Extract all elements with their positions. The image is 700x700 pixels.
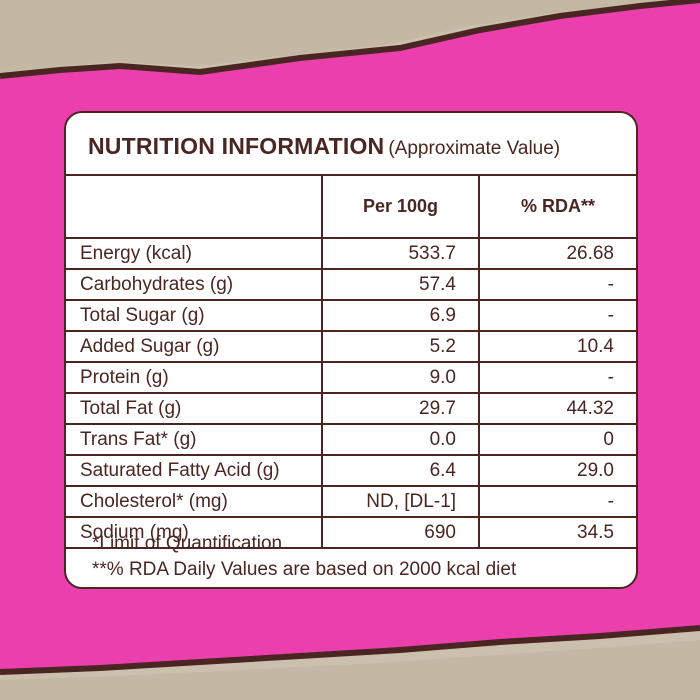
nutrient-name: Sodium (mg) [66,516,323,549]
footnote-loq: *Limit of Quantification [92,533,283,554]
nutrient-name: Cholesterol* (mg) [66,485,323,518]
table-header-row: Per 100g % RDA** [66,174,636,239]
per-100g-value: 533.7 [321,237,480,270]
header-rda: % RDA** [478,174,636,239]
rda-value: - [478,485,636,518]
rda-value: - [478,268,636,301]
footnotes: *Limit of Quantification **% RDA Daily V… [66,531,636,583]
nutrient-name: Protein (g) [66,361,323,394]
rda-value: - [478,361,636,394]
table-row: Total Fat (g) 29.7 44.32 [66,392,636,425]
table-row: Total Sugar (g) 6.9 - [66,299,636,332]
table-row: Sodium (mg) 690 34.5 [66,516,636,549]
subtitle-text: (Approximate Value) [388,138,561,159]
table-row: Protein (g) 9.0 - [66,361,636,394]
nutrient-name: Energy (kcal) [66,237,323,270]
nutrient-name: Total Sugar (g) [66,299,323,332]
per-100g-value: 6.4 [321,454,480,487]
rda-value: 44.32 [478,392,636,425]
rda-value: 26.68 [478,237,636,270]
rda-value: - [478,299,636,332]
nutrient-name: Total Fat (g) [66,392,323,425]
rda-value: 10.4 [478,330,636,363]
rda-value: 0 [478,423,636,456]
nutrient-name: Saturated Fatty Acid (g) [66,454,323,487]
per-100g-value: 690 [321,516,480,549]
table-row: Energy (kcal) 533.7 26.68 [66,237,636,270]
per-100g-value: ND, [DL-1] [321,485,480,518]
nutrition-panel: NUTRITION INFORMATION (Approximate Value)… [64,111,638,589]
table-row: Added Sugar (g) 5.2 10.4 [66,330,636,363]
header-nutrient [66,174,323,239]
rda-value: 29.0 [478,454,636,487]
table-row: Trans Fat* (g) 0.0 0 [66,423,636,456]
footnote-rda: **% RDA Daily Values are based on 2000 k… [92,559,517,580]
title-text: NUTRITION INFORMATION [88,133,385,159]
per-100g-value: 0.0 [321,423,480,456]
per-100g-value: 29.7 [321,392,480,425]
per-100g-value: 6.9 [321,299,480,332]
nutrient-name: Added Sugar (g) [66,330,323,363]
panel-title: NUTRITION INFORMATION (Approximate Value) [88,133,560,160]
per-100g-value: 9.0 [321,361,480,394]
per-100g-value: 57.4 [321,268,480,301]
header-per-100g: Per 100g [321,174,480,239]
table-row: Cholesterol* (mg) ND, [DL-1] - [66,485,636,518]
nutrient-name: Carbohydrates (g) [66,268,323,301]
per-100g-value: 5.2 [321,330,480,363]
rda-value: 34.5 [478,516,636,549]
nutrition-table: Per 100g % RDA** Energy (kcal) 533.7 26.… [66,174,636,549]
table-row: Carbohydrates (g) 57.4 - [66,268,636,301]
nutrient-name: Trans Fat* (g) [66,423,323,456]
table-row: Saturated Fatty Acid (g) 6.4 29.0 [66,454,636,487]
